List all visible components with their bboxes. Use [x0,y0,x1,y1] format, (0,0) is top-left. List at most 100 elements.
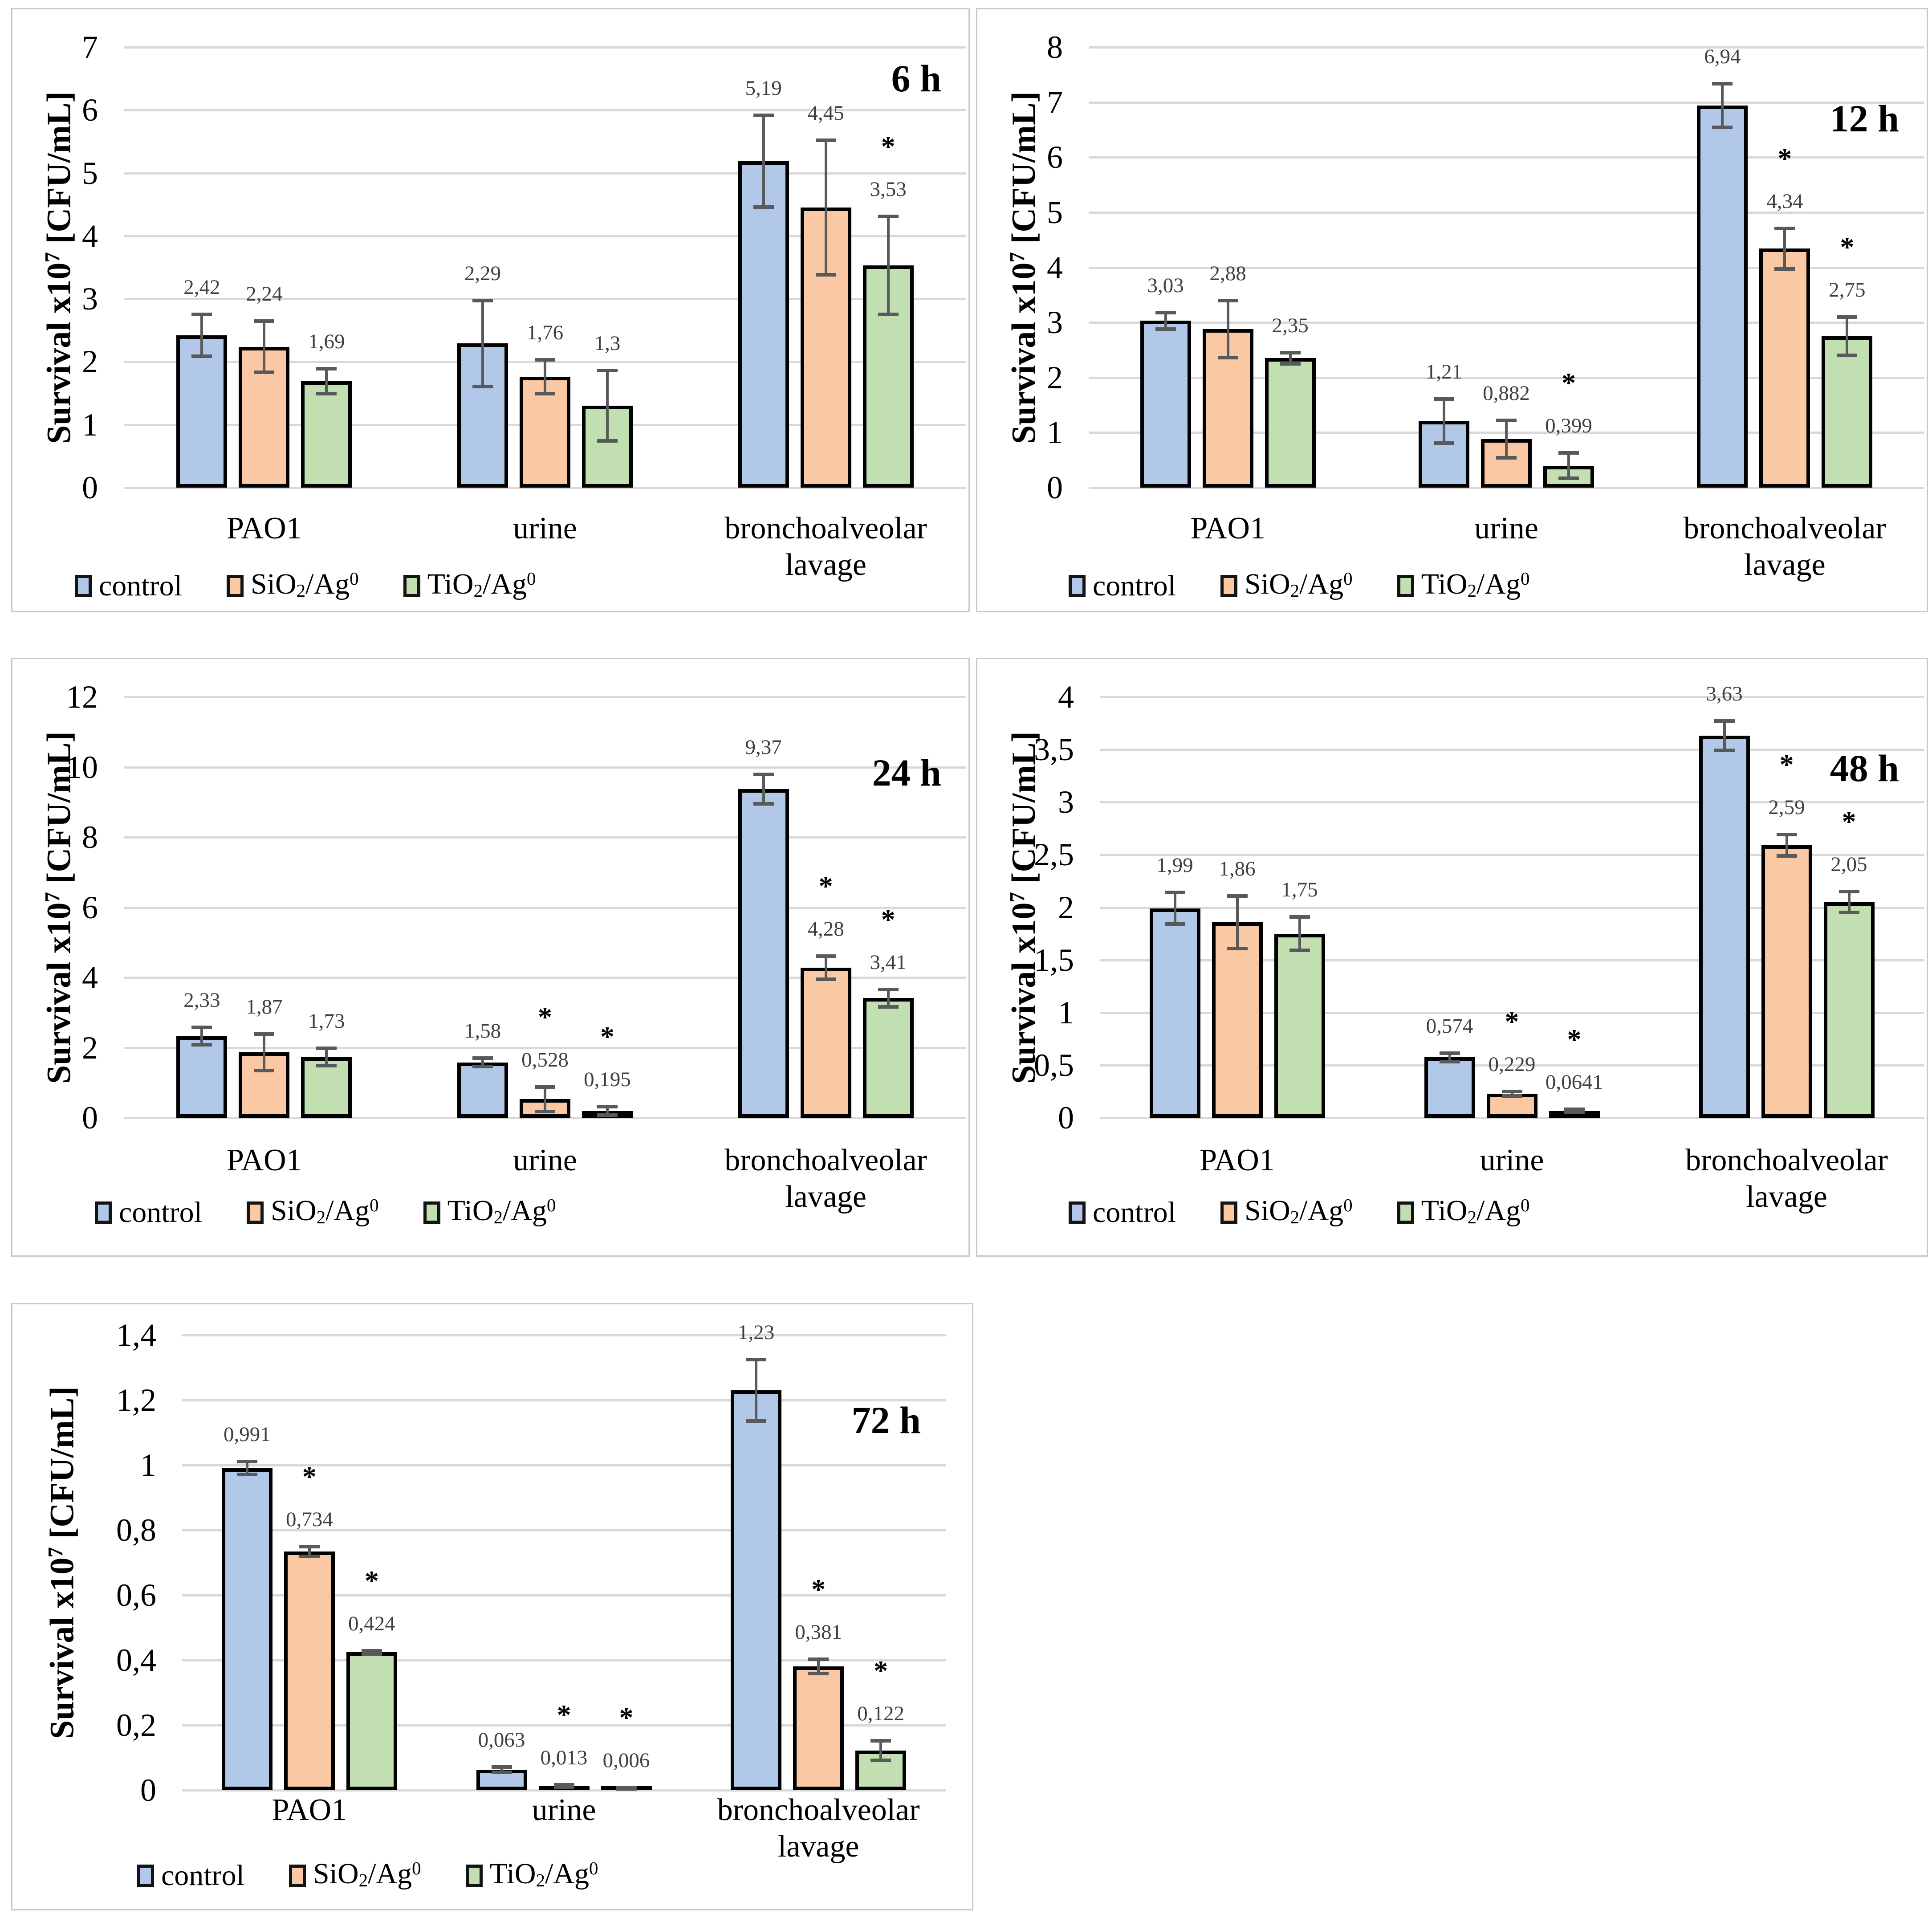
y-tick-label: 1,2 [116,1382,156,1418]
error-bar-cap-top [191,313,212,317]
value-label: 5,19 [745,76,782,100]
y-tick-label: 0,8 [116,1512,156,1548]
y-axis-title-exponent: 7 [1006,892,1029,902]
value-label: 2,05 [1830,853,1867,876]
legend: control SiO2/Ag0 TiO2/Ag0 [137,1857,643,1895]
error-bar-cap-bottom [361,1652,382,1656]
legend-label: SiO2/Ag0 [1245,1193,1353,1232]
significance-asterisk: * [364,1564,379,1596]
legend-label: control [161,1858,244,1893]
legend-item-tio2: TiO2/Ag0 [1397,1193,1529,1232]
y-tick-label: 2 [82,1030,98,1066]
gridline [124,172,966,175]
value-label: 0,229 [1488,1053,1536,1076]
bar-tio2 [862,998,914,1118]
gridline [1100,959,1924,961]
gridline [1100,906,1924,909]
legend-label-part: TiO [1421,568,1468,600]
legend-label-part: 0 [1343,1195,1353,1215]
gridline [124,46,966,49]
legend-label-part: /Ag [325,1194,370,1227]
value-label: 2,42 [183,276,220,299]
error-bar-cap-bottom [753,802,774,806]
legend-item-sio2: SiO2/Ag0 [1220,1193,1353,1232]
category-label-line: urine [513,511,577,546]
gridline [1100,1011,1924,1014]
significance-asterisk: * [818,870,833,902]
gridline [1089,322,1924,324]
bar-control [457,1062,508,1118]
category-label: PAO1 [64,1142,464,1179]
error-bar [544,1087,546,1112]
legend-label-part: 2 [1290,581,1300,601]
error-bar-cap-bottom [1501,1094,1522,1098]
category-label: bronchoalveolar lavage [618,1792,972,1865]
error-bar-cap-bottom [316,1064,337,1068]
error-bar-cap-bottom [815,273,836,277]
significance-asterisk: * [302,1461,317,1493]
value-label: 1,58 [464,1019,501,1043]
category-label-line: PAO1 [1190,511,1265,546]
gridline [124,906,966,909]
error-bar-cap-bottom [597,439,618,443]
value-label: 1,73 [308,1010,345,1033]
error-bar [1173,892,1176,924]
value-label: 0,424 [348,1612,395,1635]
category-label: urine [1306,510,1707,547]
legend-item-control: control [137,1858,244,1893]
legend-item-tio2: TiO2/Ag0 [465,1857,598,1895]
significance-asterisk: * [619,1702,634,1734]
bar-control [1697,106,1748,488]
legend-swatch-control [75,575,92,597]
y-axis-title-units: [CFU/mL] [1005,91,1043,252]
legend-label-part: 0 [589,1858,598,1878]
category-label-line: lavage [1746,1180,1827,1214]
error-bar [887,216,890,315]
value-label: 2,33 [183,988,220,1012]
chart-panel-6h: 0 1 2 3 4 5 6 7 Survival x107 [CFU/mL] 6 h 2,42 2,2… [11,8,970,612]
category-label: PAO1 [64,510,464,547]
error-bar [824,140,827,275]
legend: control SiO2/Ag0 TiO2/Ag0 [1069,567,1574,605]
legend-label-part: 2 [1467,1207,1477,1228]
gridline [1089,156,1924,159]
error-bar [245,1461,248,1475]
legend-swatch-control [137,1865,154,1887]
gridline [124,487,966,489]
y-axis-title-units: [CFU/mL] [40,731,78,892]
error-bar-cap-top [808,1657,829,1661]
gridline [1089,101,1924,104]
y-tick-label: 3,5 [1034,732,1074,768]
legend-swatch-tio2 [403,575,420,597]
bar-sio2 [1759,248,1810,488]
value-label: 1,99 [1156,854,1193,877]
bar-tio2 [346,1652,397,1790]
category-label-line: lavage [785,548,866,582]
category-label-line: lavage [1744,548,1826,582]
y-tick-label: 0 [82,1100,98,1136]
error-bar-cap-bottom [472,1065,493,1069]
error-bar [308,1547,311,1557]
error-bar-cap-top [878,987,899,991]
legend-swatch-tio2 [1397,1201,1414,1224]
error-bar-cap-bottom [316,392,337,396]
error-bar [817,1659,820,1674]
significance-asterisk: * [557,1699,571,1731]
bar-tio2 [1822,336,1873,488]
chart-panel-24h: 0 2 4 6 8 10 12 Survival x107 [CFU/mL] 24 h 2,33 1… [11,658,970,1257]
legend-item-sio2: SiO2/Ag0 [226,567,359,605]
error-bar-cap-top [472,1056,493,1060]
error-bar-cap-bottom [535,1109,555,1113]
category-label: PAO1 [109,1792,510,1828]
y-tick-label: 2,5 [1034,837,1074,873]
error-bar-cap-top [1164,891,1185,895]
category-label-line: lavage [777,1829,859,1864]
error-bar-cap-bottom [191,354,212,358]
legend: control SiO2/Ag0 TiO2/Ag0 [95,1193,600,1232]
value-label: 0,399 [1545,414,1592,438]
error-bar-cap-top [1289,915,1310,919]
legend-label-part: /Ag [545,1857,590,1890]
error-bar-cap-top [815,954,836,958]
significance-asterisk: * [1777,142,1792,174]
